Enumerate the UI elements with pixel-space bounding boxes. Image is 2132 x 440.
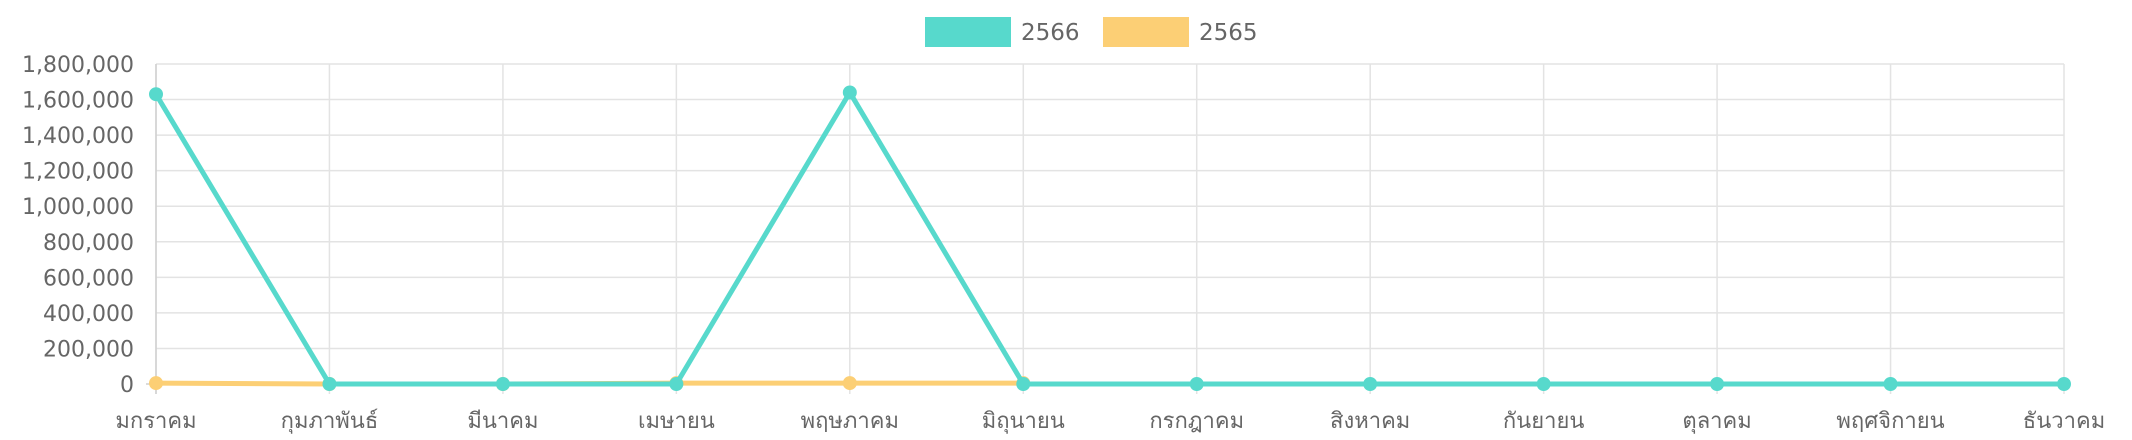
legend-item-2566[interactable]: 2566 bbox=[925, 17, 1080, 47]
data-point[interactable] bbox=[669, 377, 684, 391]
data-point[interactable] bbox=[1710, 377, 1725, 391]
x-tick-label: มกราคม bbox=[115, 409, 196, 434]
x-tick-label: สิงหาคม bbox=[1330, 409, 1410, 434]
y-tick-label: 1,200,000 bbox=[22, 160, 134, 185]
data-point[interactable] bbox=[149, 376, 163, 391]
x-tick-label: มิถุนายน bbox=[982, 409, 1065, 434]
data-point[interactable] bbox=[1883, 377, 1898, 391]
data-point[interactable] bbox=[1363, 377, 1378, 391]
x-tick-label: กรกฎาคม bbox=[1149, 409, 1244, 434]
series-2566 bbox=[149, 85, 2071, 391]
data-point[interactable] bbox=[1189, 377, 1204, 391]
x-tick-label: ธันวาคม bbox=[2023, 409, 2105, 434]
data-point[interactable] bbox=[149, 87, 163, 102]
x-tick-label: กุมภาพันธ์ bbox=[281, 409, 379, 434]
x-tick-label: กันยายน bbox=[1503, 409, 1585, 434]
y-tick-label: 600,000 bbox=[43, 266, 134, 291]
x-tick-label: มีนาคม bbox=[467, 409, 538, 434]
grid bbox=[155, 63, 2065, 394]
data-point[interactable] bbox=[495, 377, 510, 391]
x-tick-label: พฤศจิกายน bbox=[1836, 409, 1944, 434]
series-line-2566 bbox=[153, 89, 2067, 387]
legend-swatch bbox=[1103, 17, 1189, 47]
legend-label: 2566 bbox=[1021, 20, 1080, 46]
data-point[interactable] bbox=[322, 377, 337, 391]
y-tick-label: 400,000 bbox=[43, 302, 134, 327]
x-tick-label: เมษายน bbox=[638, 409, 715, 434]
y-tick-label: 1,800,000 bbox=[22, 53, 134, 78]
x-tick-label: ตุลาคม bbox=[1682, 409, 1751, 434]
y-tick-label: 1,600,000 bbox=[22, 89, 134, 114]
y-tick-label: 1,400,000 bbox=[22, 124, 134, 149]
data-point[interactable] bbox=[842, 85, 857, 100]
y-tick-label: 800,000 bbox=[43, 231, 134, 256]
legend: 2566 2565 bbox=[925, 17, 1258, 47]
y-tick-label: 1,000,000 bbox=[22, 195, 134, 220]
y-tick-label: 200,000 bbox=[43, 337, 134, 362]
x-tick-label: พฤษภาคม bbox=[801, 409, 899, 434]
legend-label: 2565 bbox=[1199, 20, 1258, 46]
data-point[interactable] bbox=[842, 376, 857, 391]
data-point[interactable] bbox=[1536, 377, 1551, 391]
legend-swatch bbox=[925, 17, 1011, 47]
data-point[interactable] bbox=[2057, 377, 2071, 391]
legend-item-2565[interactable]: 2565 bbox=[1103, 17, 1258, 47]
data-point[interactable] bbox=[1016, 377, 1031, 391]
y-tick-label: 0 bbox=[120, 373, 134, 398]
